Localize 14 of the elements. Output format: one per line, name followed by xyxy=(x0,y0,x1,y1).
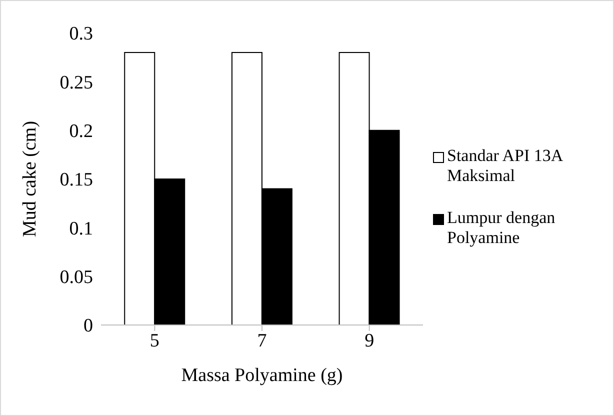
x-axis-title: Massa Polyamine (g) xyxy=(181,365,343,386)
legend-label: Lumpur dengan Polyamine xyxy=(447,208,556,248)
x-tick-label: 9 xyxy=(364,330,374,352)
x-tick-label: 5 xyxy=(150,330,160,352)
x-tick-label: 7 xyxy=(257,330,267,352)
y-tick-label: 0.1 xyxy=(69,218,93,240)
y-tick-label: 0.05 xyxy=(60,267,93,288)
y-axis-title: Mud cake (cm) xyxy=(20,120,41,238)
y-tick-label: 0.3 xyxy=(69,24,93,45)
legend-label: Standar API 13A Maksimal xyxy=(447,146,564,186)
y-tick-label: 0 xyxy=(84,316,93,337)
y-tick-label: 0.25 xyxy=(60,72,93,94)
y-tick-label: 0.15 xyxy=(60,170,93,191)
y-tick-label: 0.2 xyxy=(69,121,93,142)
